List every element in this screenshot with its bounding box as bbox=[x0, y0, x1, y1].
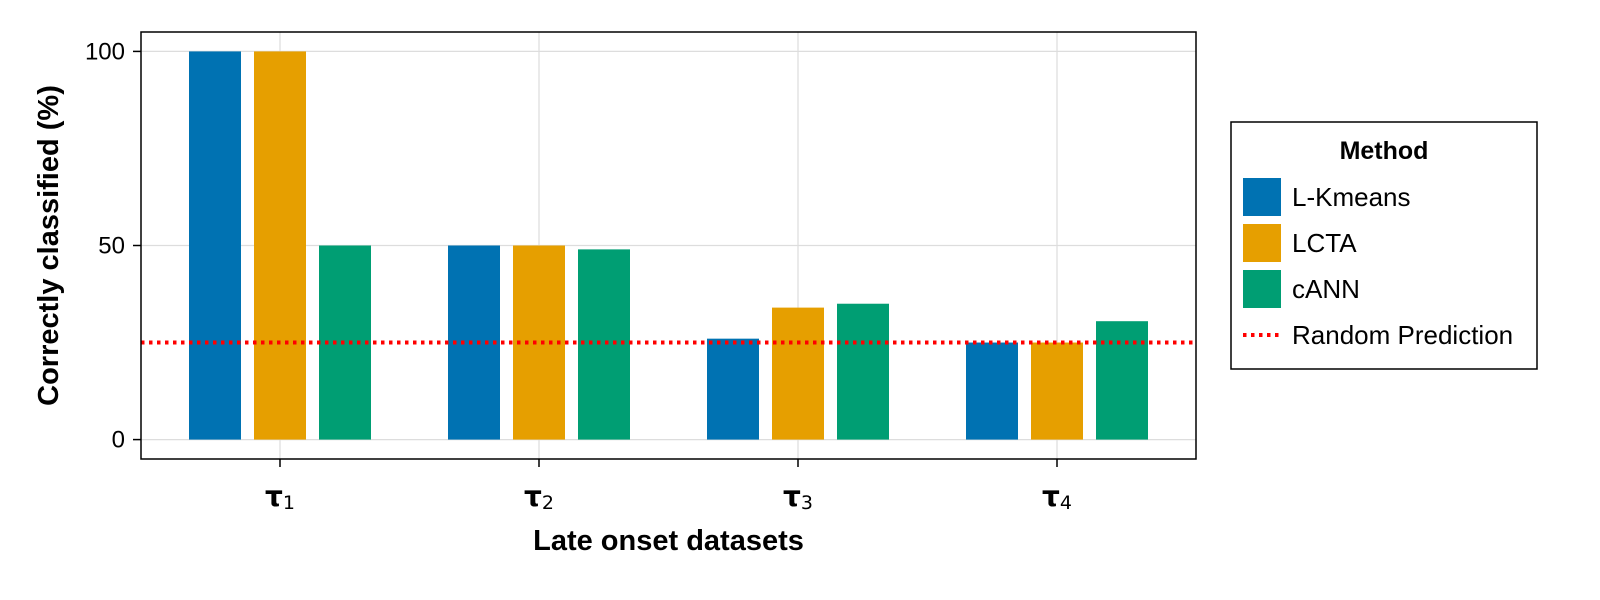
bar-l-kmeans-1 bbox=[189, 51, 241, 440]
y-axis-title: Correctly classified (%) bbox=[33, 85, 65, 406]
x-tick-label: τ3 bbox=[783, 480, 813, 514]
bar-cann-3 bbox=[837, 303, 889, 440]
bar-lcta-1 bbox=[254, 51, 306, 440]
legend-label-reference: Random Prediction bbox=[1292, 320, 1513, 350]
x-axis: τ1 τ2 τ3 τ4 bbox=[265, 459, 1072, 514]
bar-cann-4 bbox=[1096, 321, 1148, 440]
bar-l-kmeans-4 bbox=[966, 342, 1018, 440]
y-tick-label: 0 bbox=[112, 427, 125, 454]
legend-box bbox=[1230, 121, 1538, 370]
bar-lcta-2 bbox=[513, 245, 565, 440]
legend-label-1: L-Kmeans bbox=[1292, 182, 1411, 212]
y-axis: 0 50 100 bbox=[85, 38, 141, 454]
bar-l-kmeans-3 bbox=[707, 338, 759, 440]
legend-swatch-1 bbox=[1243, 178, 1281, 216]
y-tick-label: 100 bbox=[85, 38, 125, 65]
x-tick-label: τ1 bbox=[265, 480, 295, 514]
legend-swatch-2 bbox=[1243, 224, 1281, 262]
legend-title: Method bbox=[1340, 137, 1429, 165]
bars bbox=[189, 51, 1148, 440]
x-tick-label: τ2 bbox=[524, 480, 554, 514]
bar-lcta-4 bbox=[1031, 342, 1083, 440]
bar-lcta-3 bbox=[772, 307, 824, 440]
legend: Method L-Kmeans LCTA cANN Random Prediction bbox=[1230, 121, 1538, 370]
x-tick-label: τ4 bbox=[1042, 480, 1072, 514]
legend-swatch-3 bbox=[1243, 270, 1281, 308]
x-axis-title: Late onset datasets bbox=[533, 525, 804, 557]
bar-l-kmeans-2 bbox=[448, 245, 500, 440]
y-tick-label: 50 bbox=[98, 233, 125, 260]
legend-label-3: cANN bbox=[1292, 274, 1360, 304]
legend-label-2: LCTA bbox=[1292, 228, 1357, 258]
